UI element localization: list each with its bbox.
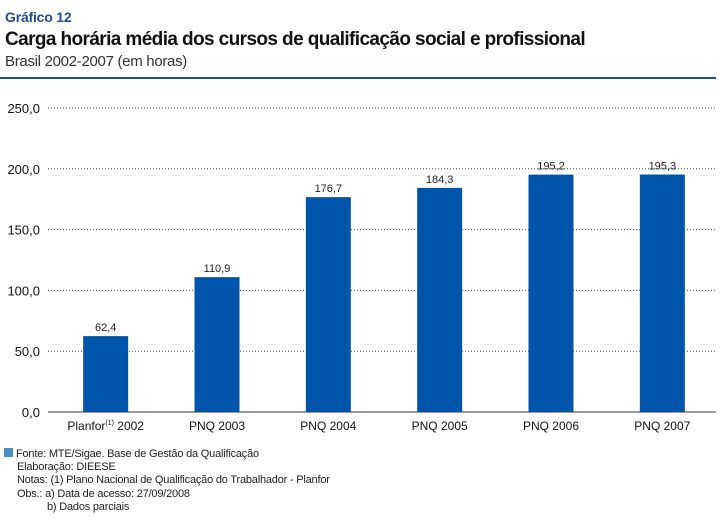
- source-line: Fonte: MTE/Sigae. Base de Gestão da Qual…: [4, 448, 330, 461]
- bar: [83, 336, 129, 412]
- bar: [194, 277, 240, 412]
- legend-square-icon: [4, 448, 13, 457]
- chart-label: Gráfico 12: [5, 9, 72, 25]
- x-tick-label: PNQ 2007: [634, 419, 690, 433]
- header-rule: [0, 77, 716, 79]
- chart-subtitle: Brasil 2002-2007 (em horas): [5, 53, 187, 70]
- chart-footer: Fonte: MTE/Sigae. Base de Gestão da Qual…: [4, 448, 330, 514]
- y-tick-label: 250,0: [7, 101, 40, 116]
- x-tick-label: PNQ 2006: [523, 419, 579, 433]
- y-tick-label: 0,0: [22, 405, 40, 420]
- y-tick-label: 200,0: [7, 162, 40, 177]
- y-tick-label: 50,0: [15, 344, 40, 359]
- obs-b-line: b) Dados parciais: [47, 500, 130, 513]
- x-tick-label: PNQ 2004: [300, 419, 356, 433]
- bar: [305, 197, 351, 412]
- elaboration-line: Elaboração: DIEESE: [17, 461, 116, 474]
- bar: [528, 174, 574, 412]
- source-text: Fonte: MTE/Sigae. Base de Gestão da Qual…: [16, 448, 259, 460]
- chart-title: Carga horária média dos cursos de qualif…: [5, 29, 586, 50]
- data-label: 195,2: [537, 161, 565, 173]
- bar: [639, 174, 685, 412]
- data-label: 176,7: [315, 183, 343, 195]
- notes-line: Notas: (1) Plano Nacional de Qualificaçã…: [17, 474, 330, 487]
- y-tick-label: 100,0: [7, 283, 40, 298]
- bar-chart: 0,0 50,0 100,0 150,0 200,0 250,0 62,4 Planfor(1…: [7, 101, 716, 433]
- data-label: 110,9: [204, 263, 231, 275]
- x-tick-label: PNQ 2003: [189, 419, 245, 433]
- data-label: 184,3: [426, 174, 454, 186]
- bar: [417, 187, 463, 412]
- data-label: 62,4: [95, 322, 116, 334]
- data-label: 195,3: [649, 161, 677, 173]
- obs-a-line: Obs.: a) Data de acesso: 27/09/2008: [17, 487, 190, 500]
- x-tick-label: PNQ 2005: [412, 419, 468, 433]
- x-tick-label: Planfor(1) 2002: [67, 419, 144, 433]
- y-tick-label: 150,0: [7, 223, 40, 238]
